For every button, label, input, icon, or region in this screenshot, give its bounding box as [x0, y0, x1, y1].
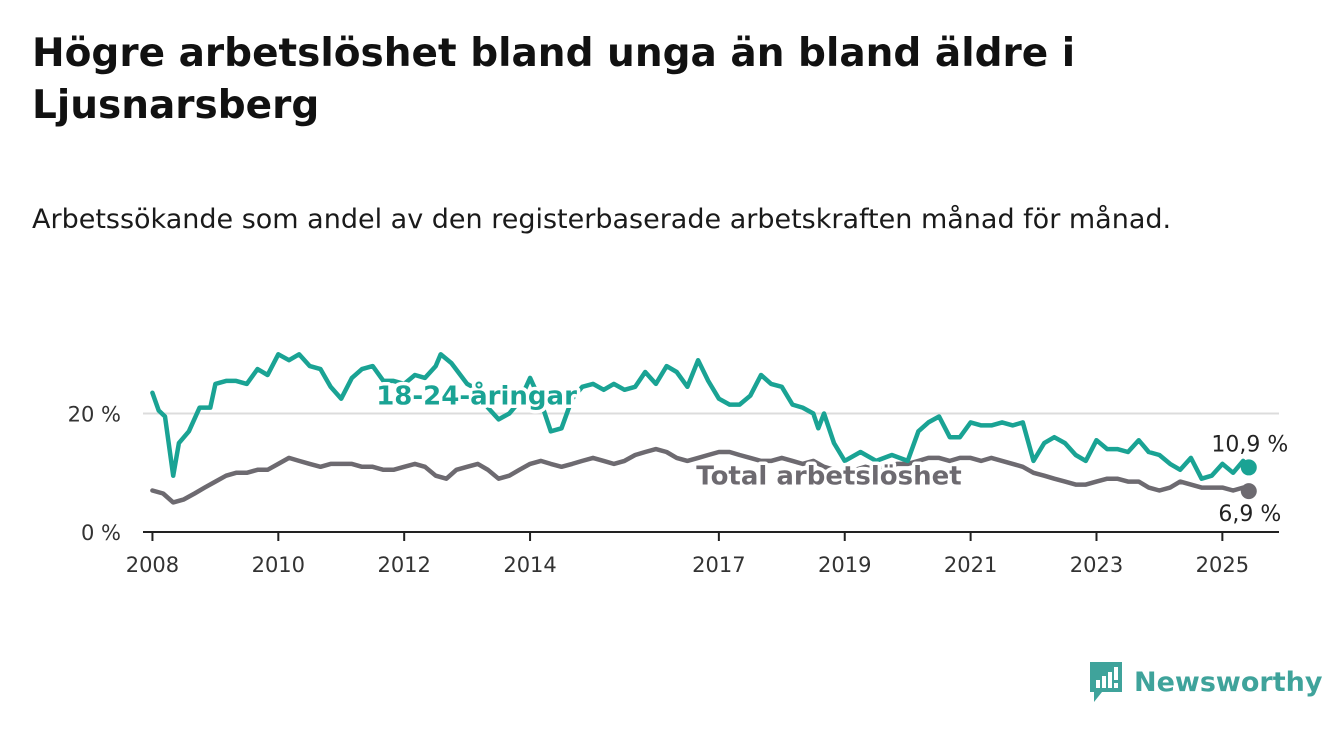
series-end-marker — [1240, 459, 1257, 476]
x-tick-label: 2025 — [1196, 553, 1249, 577]
x-tick-label: 2012 — [377, 553, 430, 577]
x-tick-label: 2019 — [818, 553, 871, 577]
series-end-marker — [1240, 483, 1257, 500]
chart-title: Högre arbetslöshet bland unga än bland ä… — [32, 31, 1076, 128]
chart-subtitle: Arbetssökande som andel av den registerb… — [32, 204, 1172, 235]
x-tick-label: 2014 — [503, 553, 556, 577]
x-axis: 2008 2010 2012 2014 2017 2019 2021 2023 2025 — [126, 531, 1279, 577]
series-lines — [150, 352, 1257, 505]
series-name-label: 18-24-åringar — [376, 380, 577, 412]
series-end-value-label: 10,9 % — [1211, 432, 1288, 457]
x-tick-label: 2010 — [252, 553, 305, 577]
x-tick-label: 2008 — [126, 553, 179, 577]
series-end-value-label: 6,9 % — [1218, 502, 1281, 527]
x-tick-label: 2023 — [1070, 553, 1123, 577]
y-axis-tick-labels: 0 % 20 % — [68, 403, 121, 546]
x-tick-label: 2017 — [692, 553, 745, 577]
series-labels: 18-24-åringar 10,9 % Total arbetslöshet 6,9… — [373, 376, 1291, 529]
newsworthy-logo-icon — [1090, 662, 1122, 702]
brand-name: Newsworthy — [1134, 666, 1323, 698]
series-line — [150, 352, 1252, 481]
y-tick-label: 0 % — [81, 521, 121, 545]
series-name-label: Total arbetslöshet — [696, 462, 961, 492]
x-tick-label: 2021 — [944, 553, 997, 577]
y-tick-label: 20 % — [68, 403, 121, 427]
brand-logo: Newsworthy — [1088, 660, 1322, 704]
series-line — [150, 446, 1252, 505]
